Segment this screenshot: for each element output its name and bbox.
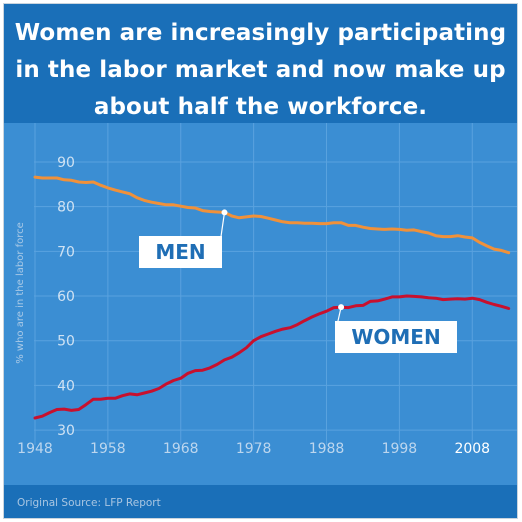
series-line-women bbox=[33, 294, 511, 420]
series-labels: MEN WOMEN bbox=[139, 209, 457, 353]
source-note: Original Source: LFP Report bbox=[17, 497, 161, 509]
title-line-1: Women are increasingly participating bbox=[14, 20, 507, 46]
x-tick-2008: 2008 bbox=[454, 441, 490, 457]
title-line-2: in the labor market and now make up bbox=[15, 57, 506, 83]
header: Women are increasingly participating in … bbox=[4, 4, 517, 123]
grid-layer bbox=[34, 123, 517, 445]
y-tick-30: 30 bbox=[57, 423, 75, 439]
y-tick-50: 50 bbox=[57, 334, 75, 350]
callout-dot-women bbox=[338, 304, 345, 311]
callout-box-men bbox=[139, 236, 222, 268]
y-tick-70: 70 bbox=[57, 244, 75, 260]
callout-label-women: WOMEN bbox=[351, 325, 440, 349]
y-axis-label: % who are in the labor force bbox=[15, 222, 26, 364]
x-tick-1988: 1988 bbox=[309, 441, 345, 457]
x-tick-1948: 1948 bbox=[17, 441, 53, 457]
y-tick-80: 80 bbox=[57, 200, 75, 216]
callout-dot-men bbox=[221, 209, 228, 216]
title-line-3: about half the workforce. bbox=[93, 94, 428, 120]
infographic-card: Women are increasingly participating in … bbox=[3, 3, 518, 519]
y-tick-labels: 30 40 50 60 70 80 90 bbox=[57, 155, 75, 439]
callout-leader-men bbox=[219, 212, 226, 241]
callout-box-women bbox=[335, 321, 457, 353]
x-tick-labels: 1948 1958 1968 1978 1988 1998 2008 bbox=[17, 441, 490, 457]
chart-area: 30 40 50 60 70 80 90 1948 1958 1968 1978 1988 1998 2… bbox=[4, 123, 517, 485]
y-tick-60: 60 bbox=[57, 289, 75, 305]
callout-label-men: MEN bbox=[155, 240, 205, 264]
series-line-men bbox=[33, 175, 511, 255]
x-tick-1958: 1958 bbox=[90, 441, 126, 457]
y-tick-90: 90 bbox=[57, 155, 75, 171]
x-tick-1998: 1998 bbox=[382, 441, 418, 457]
x-tick-1978: 1978 bbox=[236, 441, 272, 457]
page-title: Women are increasingly participating in … bbox=[14, 15, 507, 126]
footer: Original Source: LFP Report bbox=[4, 485, 517, 518]
series-lines bbox=[33, 175, 511, 420]
x-tick-1968: 1968 bbox=[163, 441, 199, 457]
line-chart: 30 40 50 60 70 80 90 1948 1958 1968 1978 1988 1998 2… bbox=[15, 123, 517, 457]
y-tick-40: 40 bbox=[57, 378, 75, 394]
